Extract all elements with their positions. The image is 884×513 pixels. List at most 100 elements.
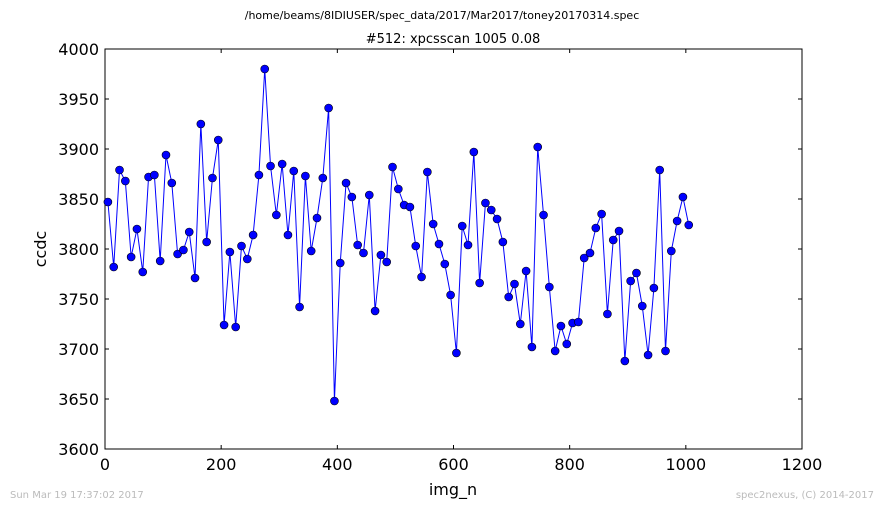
data-point	[225, 247, 235, 257]
x-tick-label: 0	[100, 455, 110, 474]
data-point	[678, 192, 688, 202]
data-point	[492, 214, 502, 224]
y-tick-label: 4000	[58, 40, 99, 59]
data-point	[539, 210, 548, 220]
data-point	[649, 283, 659, 293]
y-tick-label: 3800	[58, 240, 99, 259]
data-point	[446, 290, 455, 300]
data-point	[277, 159, 287, 169]
data-point	[254, 170, 264, 180]
data-point	[266, 161, 275, 171]
data-point	[579, 253, 589, 263]
data-point	[364, 190, 374, 200]
data-point	[243, 254, 252, 264]
data-point	[167, 178, 177, 188]
data-point	[550, 346, 560, 356]
y-axis-label: ccdc	[31, 231, 50, 268]
x-tick-label: 1000	[665, 455, 706, 474]
data-point	[655, 165, 665, 175]
data-point	[603, 309, 612, 319]
data-point	[353, 240, 362, 250]
data-point	[394, 184, 403, 194]
data-point	[428, 219, 438, 229]
data-point	[457, 221, 467, 231]
x-tick-label: 1200	[782, 455, 823, 474]
data-point	[301, 171, 310, 181]
data-point	[213, 135, 223, 145]
data-point	[667, 246, 676, 256]
data-point	[312, 213, 322, 223]
data-point	[184, 227, 194, 237]
data-point	[272, 210, 281, 220]
data-point	[452, 348, 461, 358]
data-point	[382, 257, 392, 267]
y-tick-label: 3750	[58, 290, 99, 309]
x-tick-label: 400	[322, 455, 353, 474]
data-point	[115, 165, 124, 175]
data-point	[434, 239, 444, 249]
data-point	[341, 178, 351, 188]
data-point	[121, 176, 130, 186]
y-tick-label: 3650	[58, 390, 99, 409]
chart-suptitle: /home/beams/8IDIUSER/spec_data/2017/Mar2…	[245, 9, 640, 22]
data-point	[359, 248, 368, 258]
data-point	[481, 198, 490, 208]
x-tick-label: 800	[554, 455, 585, 474]
data-point	[231, 322, 240, 332]
data-point	[295, 302, 304, 312]
data-point	[545, 282, 554, 292]
data-point	[469, 147, 479, 157]
data-point	[370, 306, 380, 316]
data-point	[556, 321, 566, 331]
data-point	[330, 396, 339, 406]
data-point	[190, 273, 200, 283]
data-point	[620, 356, 630, 366]
data-point	[533, 142, 543, 152]
data-point	[132, 224, 142, 234]
data-point	[440, 259, 450, 269]
data-point	[463, 240, 473, 250]
data-point	[109, 262, 119, 272]
data-point	[521, 266, 531, 276]
x-axis-label: img_n	[429, 480, 477, 500]
data-point	[202, 237, 211, 247]
data-point	[173, 249, 182, 259]
data-point	[591, 223, 601, 233]
data-point	[376, 250, 386, 260]
data-point	[388, 162, 397, 172]
data-point	[417, 272, 426, 282]
data-point	[347, 192, 357, 202]
data-point	[283, 230, 293, 240]
data-point	[126, 252, 136, 262]
footer-timestamp: Sun Mar 19 17:37:02 2017	[10, 490, 144, 501]
data-point	[405, 202, 415, 212]
y-tick-label: 3950	[58, 90, 99, 109]
data-point	[597, 209, 606, 219]
data-point	[318, 173, 328, 183]
data-point	[219, 320, 229, 330]
data-point	[150, 170, 159, 180]
data-point	[179, 245, 188, 255]
data-point	[527, 342, 537, 352]
data-point	[614, 226, 624, 236]
data-point	[138, 267, 148, 277]
data-point	[411, 241, 421, 251]
data-point	[237, 241, 246, 251]
chart-title: #512: xpcsscan 1005 0.08	[366, 32, 541, 47]
data-point	[574, 317, 583, 327]
y-tick-label: 3900	[58, 140, 99, 159]
data-point	[515, 319, 525, 329]
data-point	[248, 230, 258, 240]
data-point	[562, 339, 572, 349]
data-point	[684, 220, 694, 230]
data-point	[335, 258, 345, 268]
data-point	[486, 205, 496, 215]
data-point	[585, 248, 595, 258]
data-point	[208, 173, 217, 183]
data-point	[510, 279, 519, 289]
footer-credit: spec2nexus, (C) 2014-2017	[736, 490, 874, 501]
axes-frame	[104, 48, 803, 450]
data-point	[155, 256, 165, 266]
data-point	[475, 278, 484, 288]
